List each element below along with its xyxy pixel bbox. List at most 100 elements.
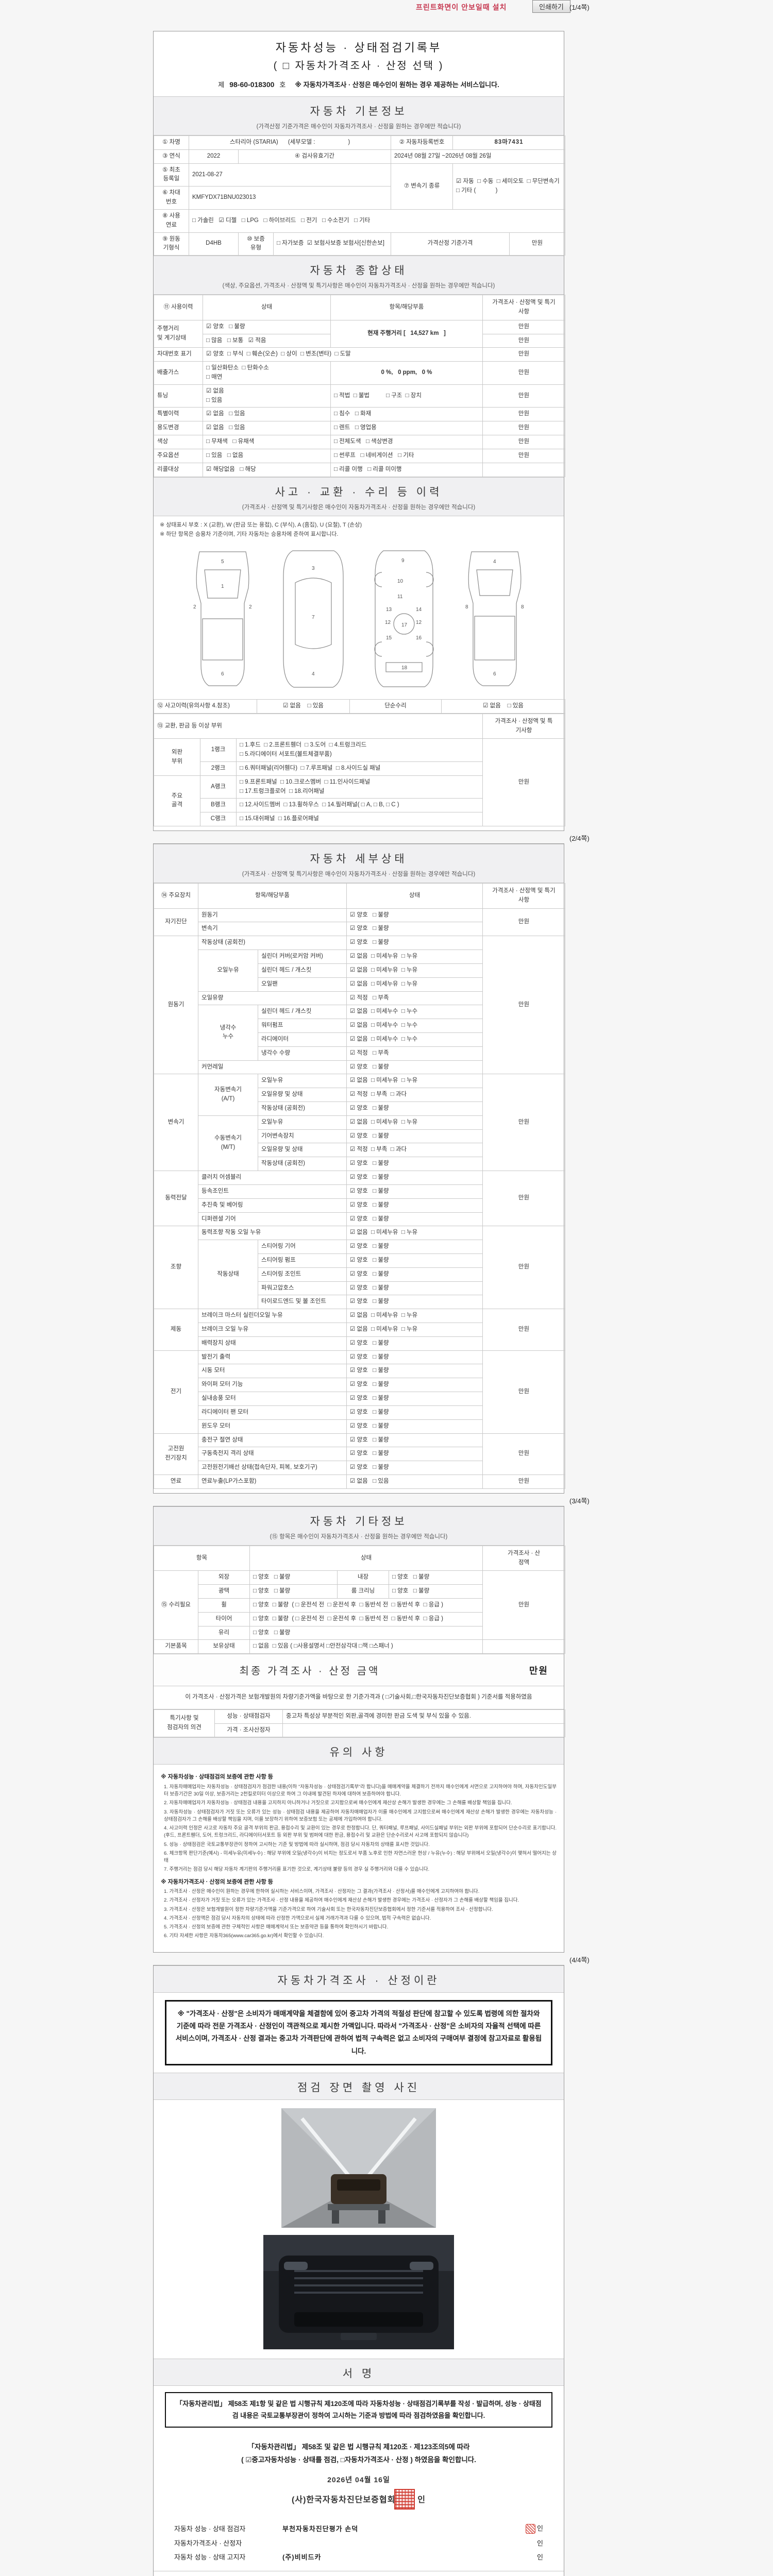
checkbox-cell[interactable]: ☑ 자동 □ 수동 □ 세미오토 □ 무단변속기 □ 기타 ( ) bbox=[452, 163, 566, 210]
car-underbody-diagram: 9 10 11 12 12 17 13 14 15 16 18 bbox=[374, 550, 434, 687]
checkbox-cell[interactable]: ☑ 없음 □ 미세누유 □ 누유 bbox=[346, 950, 483, 964]
checkbox-cell[interactable]: □ 리콜 이행 □ 리콜 미이행 bbox=[330, 462, 483, 477]
checkbox-cell[interactable]: ☑ 양호 □ 불량 bbox=[346, 1240, 483, 1254]
print-button[interactable]: 인쇄하기 bbox=[532, 0, 570, 13]
checkbox-cell[interactable]: ☑ 없음 □ 있음 bbox=[203, 384, 331, 408]
checkbox-cell[interactable]: □ 양호 □ 불량 bbox=[389, 1584, 483, 1599]
comprehensive-state-table: ⑪ 사용이력 상태 항목/해당부품 가격조사 · 산정액 및 특기 사항 주행거리 및 … bbox=[154, 295, 565, 477]
table-row: 오일유량 ☑ 적정 □ 부족 bbox=[154, 991, 565, 1006]
checkbox-cell[interactable]: ☑ 없음 □ 있음 bbox=[203, 421, 331, 436]
checkbox-cell[interactable]: ☑ 없음 □ 있음 bbox=[441, 699, 565, 714]
checkbox-cell[interactable]: ☑ 양호 □ 불량 bbox=[346, 1392, 483, 1406]
cell: 1랭크 bbox=[200, 738, 237, 762]
doc-no-suffix: 호 bbox=[279, 81, 286, 89]
checkbox-cell[interactable]: □ 자가보증 ☑ 보험사보증 보험사[신한손보] bbox=[273, 232, 392, 256]
checkbox-cell[interactable]: □ 침수 □ 화재 bbox=[330, 407, 483, 422]
checkbox-cell[interactable]: ☑ 양호 □ 불량 bbox=[346, 936, 483, 951]
checkbox-cell[interactable]: ☑ 양호 □ 불량 bbox=[346, 1336, 483, 1351]
checkbox-cell[interactable]: ☑ 적정 □ 부족 □ 과다 bbox=[346, 1088, 483, 1102]
checkbox-cell[interactable]: □ 무채색 □ 유채색 bbox=[203, 435, 331, 449]
table-row: 등속조인트 ☑ 양호 □ 불량 bbox=[154, 1184, 565, 1199]
table-row: 배출가스 □ 일산화탄소 □ 탄화수소 □ 매연 0 %, 0 ppm, 0 % 만원 bbox=[154, 361, 565, 385]
checkbox-cell[interactable]: ☑ 없음 □ 미세누유 □ 누유 bbox=[346, 1323, 483, 1337]
checkbox-cell[interactable]: ☑ 적정 □ 부족 □ 과다 bbox=[346, 1143, 483, 1158]
cell: 오일유량 bbox=[198, 991, 347, 1006]
checkbox-cell[interactable]: ☑ 없음 □ 있음 bbox=[346, 1474, 483, 1489]
checkbox-cell[interactable]: ☑ 양호 □ 불량 bbox=[346, 1419, 483, 1434]
checkbox-cell[interactable]: □ 양호 □ 불량 bbox=[249, 1584, 338, 1599]
checkbox-cell[interactable]: ☑ 양호 □ 불량 bbox=[346, 1101, 483, 1116]
checkbox-cell[interactable]: □ 6.쿼터패널(리어휀다) □ 7.루프패널 □ 8.사이드실 패널 bbox=[236, 761, 483, 776]
checkbox-cell[interactable]: ☑ 양호 □ 부식 □ 훼손(오손) □ 상이 □ 변조(변타) □ 도말 bbox=[203, 347, 483, 362]
checkbox-cell[interactable]: □ 양호 □ 불량 bbox=[249, 1625, 483, 1640]
checkbox-cell[interactable]: ☑ 양호 □ 불량 bbox=[346, 1350, 483, 1365]
checkbox-cell[interactable]: ☑ 양호 □ 불량 bbox=[346, 1461, 483, 1475]
checkbox-cell[interactable]: ☑ 없음 □ 미세누수 □ 누수 bbox=[346, 1019, 483, 1033]
checkbox-cell[interactable]: ☑ 양호 □ 불량 bbox=[346, 1060, 483, 1075]
checkbox-cell[interactable]: ☑ 양호 □ 불량 bbox=[346, 1253, 483, 1268]
checkbox-cell[interactable]: ☑ 양호 □ 불량 bbox=[346, 1267, 483, 1282]
checkbox-cell[interactable]: □ 1.후드 □ 2.프론트휀더 □ 3.도어 □ 4.트렁크리드 □ 5.라디… bbox=[236, 738, 483, 762]
cell: 색상 bbox=[154, 435, 203, 449]
checkbox-cell[interactable]: □ 양호 □ 불량 bbox=[389, 1570, 483, 1585]
cell: ⑤ 최초 등록일 bbox=[154, 163, 189, 187]
checkbox-cell[interactable]: ☑ 없음 □ 있음 bbox=[203, 407, 331, 422]
cell: 라디에이터 bbox=[258, 1032, 347, 1047]
checkbox-cell[interactable]: ☑ 적정 □ 부족 bbox=[346, 1046, 483, 1061]
checkbox-cell[interactable]: ☑ 양호 □ 불량 bbox=[346, 1184, 483, 1199]
checkbox-cell[interactable]: ☑ 없음 □ 미세누수 □ 누수 bbox=[346, 1005, 483, 1020]
checkbox-cell[interactable]: ☑ 없음 □ 미세누유 □ 누유 bbox=[346, 977, 483, 992]
checkbox-cell[interactable]: ☑ 없음 □ 미세누유 □ 누유 bbox=[346, 963, 483, 978]
checkbox-cell[interactable]: ☑ 적정 □ 부족 bbox=[346, 991, 483, 1006]
cell: 수동변속기 (M/T) bbox=[198, 1115, 258, 1172]
checkbox-cell[interactable]: ☑ 양호 □ 불량 bbox=[346, 1364, 483, 1379]
table-row: B랭크 □ 12.사이드멤버 □ 13.휠하우스 □ 14.필러패널( □ A, … bbox=[154, 798, 565, 813]
checkbox-cell[interactable]: ☑ 없음 □ 미세누유 □ 누유 bbox=[346, 1309, 483, 1323]
checkbox-cell[interactable]: □ 렌트 □ 영업용 bbox=[330, 421, 483, 436]
checkbox-cell[interactable]: □ 15.대쉬패널 □ 16.플로어패널 bbox=[236, 812, 483, 826]
checkbox-cell[interactable]: □ 적법 □ 불법 □ 구조 □ 장치 bbox=[330, 384, 483, 408]
cell: 상태 bbox=[249, 1545, 483, 1571]
checkbox-cell[interactable]: □ 양호 □ 불량 ( □ 운전석 전 □ 운전석 후 □ 동반석 전 □ 동반… bbox=[249, 1598, 483, 1613]
checkbox-cell[interactable]: ☑ 양호 □ 불량 bbox=[346, 1129, 483, 1144]
checkbox-cell[interactable]: ☑ 양호 □ 불량 bbox=[346, 922, 483, 937]
checkbox-cell[interactable]: ☑ 양호 □ 불량 bbox=[346, 1433, 483, 1448]
checkbox-cell[interactable]: □ 전체도색 □ 색상변경 bbox=[330, 435, 483, 449]
checkbox-cell[interactable]: ☑ 없음 □ 미세누수 □ 누수 bbox=[346, 1032, 483, 1047]
checkbox-cell[interactable]: ☑ 양호 □ 불량 bbox=[346, 1295, 483, 1310]
checkbox-cell[interactable]: □ 없음 □ 있음 ( □사용설명서 □안전삼각대 □잭 □스패너 ) bbox=[249, 1639, 483, 1654]
table-row: 휠 □ 양호 □ 불량 ( □ 운전석 전 □ 운전석 후 □ 동반석 전 □ 동… bbox=[154, 1598, 565, 1613]
sign-confirm-line2[interactable]: ( ☑중고자동차성능 · 상태를 점검, □자동차가격조사 · 산정 ) 하였음… bbox=[241, 2455, 476, 2464]
checkbox-cell[interactable]: ☑ 양호 □ 불량 bbox=[346, 1378, 483, 1393]
checkbox-cell[interactable]: ☑ 양호 □ 불량 bbox=[346, 1212, 483, 1227]
detail-state-table: ⑭ 주요장치 항목/해당부품 상태 가격조사 · 산정액 및 특기 사항 자기진단 원동기… bbox=[154, 883, 565, 1489]
section-photos-header: 점검 장면 촬영 사진 bbox=[154, 2072, 564, 2100]
checkbox-cell[interactable]: ☑ 양호 □ 불량 bbox=[346, 908, 483, 923]
amount-cell: 만원 bbox=[482, 421, 565, 436]
checkbox-cell[interactable]: ☑ 양호 □ 불량 bbox=[346, 1447, 483, 1462]
checkbox-cell[interactable]: □ 양호 □ 불량 bbox=[249, 1570, 338, 1585]
checkbox-cell[interactable]: □ 썬루프 □ 네비게이션 □ 기타 bbox=[330, 448, 483, 463]
checkbox-cell[interactable]: ☑ 없음 □ 미세누유 □ 누유 bbox=[346, 1074, 483, 1089]
notice-heading-a: ※ 자동차성능 · 상태점검의 보증에 관한 사항 등 bbox=[161, 1774, 273, 1781]
checkbox-cell[interactable]: ☑ 없음 □ 미세누유 □ 누유 bbox=[346, 1115, 483, 1130]
checkbox-cell[interactable]: ☑ 양호 □ 불량 bbox=[346, 1405, 483, 1420]
price-basis-note: 이 가격조사 · 산정가격은 보험개발원의 차량기준가액을 바탕으로 한 기준가… bbox=[154, 1686, 564, 1709]
checkbox-cell[interactable]: □ 많음 □ 보통 ☑ 적음 bbox=[203, 333, 331, 348]
checkbox-cell[interactable]: ☑ 없음 □ 있음 bbox=[257, 699, 350, 714]
checkbox-cell[interactable]: ☑ 양호 □ 불량 bbox=[346, 1281, 483, 1296]
basic-info-table: ① 차명 스타리아 (STARIA) (세부모델 : ) ② 자동차등록번호 83마7… bbox=[154, 135, 566, 256]
checkbox-cell[interactable]: ☑ 양호 □ 불량 bbox=[203, 319, 331, 334]
checkbox-cell[interactable]: ☑ 양호 □ 불량 bbox=[346, 1198, 483, 1213]
checkbox-cell[interactable]: □ 있음 □ 없음 bbox=[203, 448, 331, 463]
checkbox-cell[interactable]: ☑ 없음 □ 미세누유 □ 누유 bbox=[346, 1226, 483, 1241]
checkbox-cell[interactable]: □ 12.사이드멤버 □ 13.휠하우스 □ 14.필러패널( □ A, □ B… bbox=[236, 798, 483, 813]
checkbox-cell[interactable]: ☑ 해당없음 □ 해당 bbox=[203, 462, 331, 477]
cell: 파워고압호스 bbox=[258, 1281, 347, 1296]
checkbox-cell[interactable]: □ 일산화탄소 □ 탄화수소 □ 매연 bbox=[203, 361, 331, 385]
checkbox-cell[interactable]: ☑ 양호 □ 불량 bbox=[346, 1171, 483, 1185]
checkbox-cell[interactable]: □ 9.프론트패널 □ 10.크로스멤버 □ 11.인사이드패널 □ 17.트렁… bbox=[236, 775, 483, 799]
checkbox-cell[interactable]: ☑ 양호 □ 불량 bbox=[346, 1157, 483, 1172]
checkbox-cell[interactable]: □ 양호 □ 불량 ( □ 운전석 전 □ 운전석 후 □ 동반석 전 □ 동반… bbox=[249, 1612, 483, 1626]
checkbox-cell[interactable]: □ 가솔린 ☑ 디젤 □ LPG □ 하이브리드 □ 전기 □ 수소전기 □ 기… bbox=[188, 209, 566, 233]
